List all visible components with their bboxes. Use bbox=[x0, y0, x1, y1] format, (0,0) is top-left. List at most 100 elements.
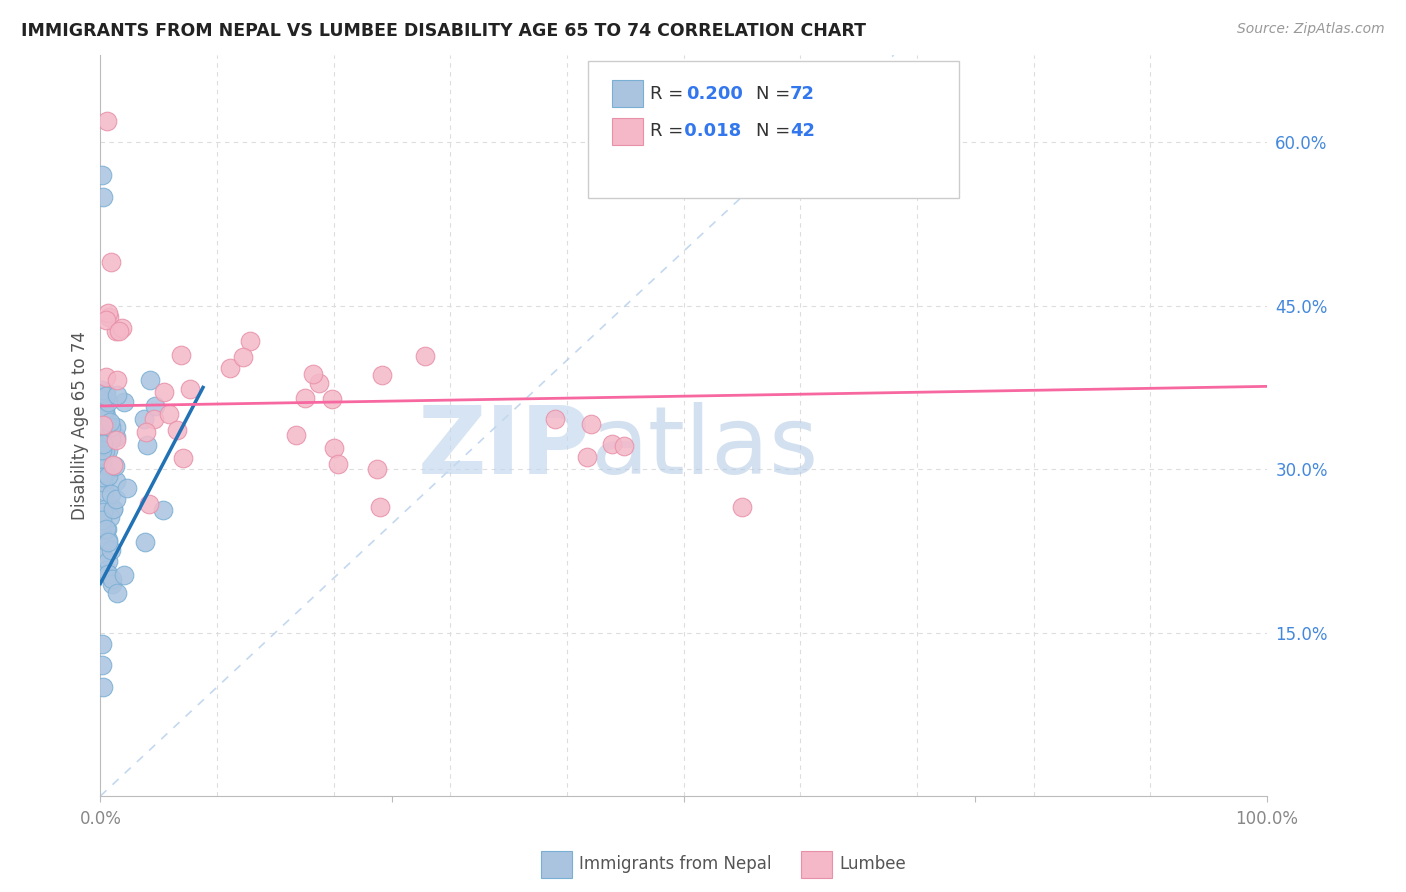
Point bbox=[91, 418, 114, 433]
Point bbox=[134, 535, 156, 549]
Point bbox=[90, 472, 112, 486]
Point bbox=[302, 367, 325, 381]
Point bbox=[105, 491, 128, 506]
Point bbox=[328, 458, 350, 472]
Point bbox=[94, 312, 117, 326]
Point bbox=[97, 533, 120, 547]
Point bbox=[138, 497, 160, 511]
Point bbox=[96, 370, 118, 384]
Point bbox=[413, 350, 436, 364]
Point bbox=[136, 438, 159, 452]
Point bbox=[90, 470, 112, 484]
Point bbox=[152, 503, 174, 517]
Text: IMMIGRANTS FROM NEPAL VS LUMBEE DISABILITY AGE 65 TO 74 CORRELATION CHART: IMMIGRANTS FROM NEPAL VS LUMBEE DISABILI… bbox=[21, 22, 866, 40]
Point bbox=[94, 501, 117, 516]
Point bbox=[93, 436, 115, 450]
Point bbox=[100, 487, 122, 501]
Point bbox=[219, 361, 242, 376]
Point bbox=[368, 500, 391, 515]
Point bbox=[294, 391, 316, 405]
Point bbox=[90, 513, 112, 527]
Point bbox=[170, 348, 193, 362]
Point bbox=[143, 399, 166, 413]
Point bbox=[143, 411, 166, 425]
Text: atlas: atlas bbox=[591, 401, 818, 494]
Point bbox=[91, 431, 114, 445]
Point bbox=[91, 505, 114, 519]
Point bbox=[94, 389, 117, 403]
Point bbox=[575, 450, 598, 464]
Point bbox=[91, 190, 114, 204]
Point bbox=[172, 451, 194, 466]
Point bbox=[94, 404, 117, 418]
Point bbox=[581, 417, 603, 432]
Point bbox=[308, 376, 330, 391]
Point bbox=[93, 444, 115, 458]
Point bbox=[179, 382, 201, 396]
Point bbox=[731, 500, 754, 515]
Point bbox=[97, 567, 120, 582]
Point bbox=[544, 412, 567, 426]
Point bbox=[285, 428, 308, 442]
Point bbox=[322, 441, 344, 455]
Point bbox=[91, 437, 114, 451]
Point bbox=[112, 395, 135, 409]
Point bbox=[97, 310, 120, 325]
Point bbox=[96, 417, 118, 432]
Point bbox=[90, 470, 112, 484]
Point bbox=[157, 408, 180, 422]
Text: 42: 42 bbox=[790, 122, 815, 140]
Point bbox=[91, 392, 114, 407]
Point bbox=[94, 467, 117, 481]
Point bbox=[96, 113, 118, 128]
Point bbox=[94, 392, 117, 406]
Point bbox=[100, 420, 122, 434]
Point bbox=[93, 403, 115, 417]
Point bbox=[101, 577, 124, 591]
Point bbox=[321, 392, 343, 406]
Text: N =: N = bbox=[756, 122, 796, 140]
Point bbox=[115, 481, 138, 495]
Point bbox=[96, 522, 118, 536]
Text: 0.018: 0.018 bbox=[678, 122, 741, 140]
Point bbox=[90, 473, 112, 487]
Point bbox=[94, 563, 117, 577]
Point bbox=[98, 509, 121, 524]
Point bbox=[104, 458, 127, 473]
Point bbox=[90, 636, 112, 650]
Point bbox=[112, 567, 135, 582]
Point bbox=[101, 502, 124, 516]
Point bbox=[98, 415, 121, 429]
Point bbox=[97, 306, 120, 320]
Point bbox=[108, 324, 131, 338]
Point bbox=[91, 550, 114, 565]
Text: Lumbee: Lumbee bbox=[839, 855, 905, 873]
Point bbox=[166, 423, 188, 437]
Point bbox=[97, 469, 120, 483]
Text: 0.200: 0.200 bbox=[686, 85, 742, 103]
Text: ZIP: ZIP bbox=[418, 401, 591, 494]
Point bbox=[239, 334, 262, 348]
Point bbox=[96, 522, 118, 536]
Point bbox=[90, 448, 112, 462]
Point bbox=[90, 383, 112, 397]
Point bbox=[90, 527, 112, 541]
Point bbox=[90, 443, 112, 458]
Point bbox=[139, 373, 162, 387]
Text: R =: R = bbox=[650, 122, 689, 140]
Point bbox=[103, 502, 125, 516]
Point bbox=[101, 572, 124, 586]
Point bbox=[602, 436, 624, 450]
Point bbox=[100, 432, 122, 446]
Point bbox=[97, 554, 120, 568]
Point bbox=[371, 368, 394, 382]
Point bbox=[366, 461, 388, 475]
Point bbox=[100, 543, 122, 558]
Point bbox=[104, 474, 127, 488]
Point bbox=[90, 658, 112, 673]
Point bbox=[111, 321, 134, 335]
Point bbox=[101, 458, 124, 472]
Point bbox=[105, 586, 128, 600]
Point bbox=[97, 535, 120, 549]
Point bbox=[90, 457, 112, 471]
